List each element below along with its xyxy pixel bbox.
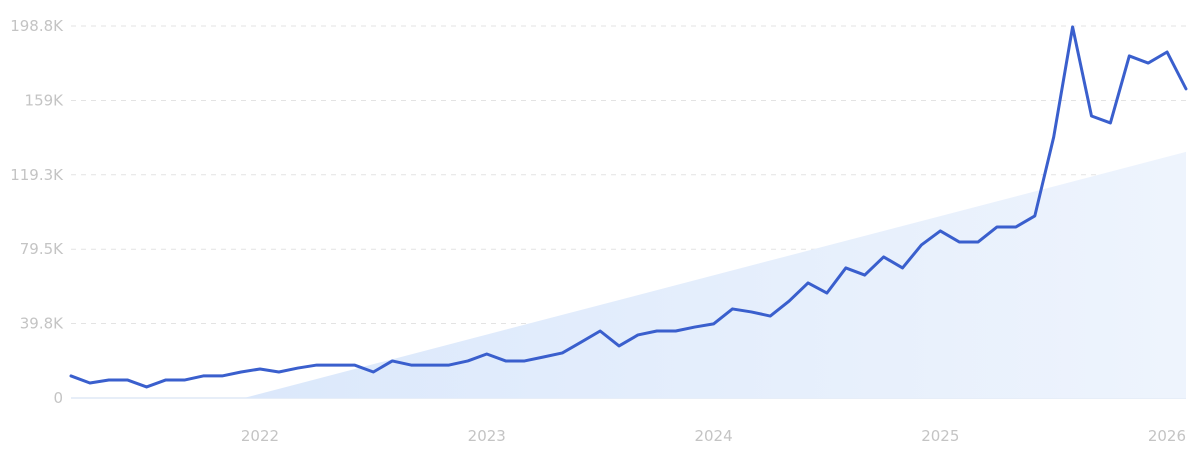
data-point xyxy=(523,359,526,362)
x-tick-label: 2026 xyxy=(1148,427,1186,445)
data-point xyxy=(1071,25,1074,28)
data-point xyxy=(977,240,980,243)
data-point xyxy=(126,379,129,382)
data-point xyxy=(618,344,621,347)
data-point xyxy=(372,370,375,373)
data-point xyxy=(391,359,394,362)
x-tick-label: 2025 xyxy=(921,427,959,445)
x-tick-label: 2023 xyxy=(468,427,506,445)
data-point xyxy=(1166,51,1169,54)
data-point xyxy=(750,310,753,313)
data-point xyxy=(863,274,866,277)
data-point xyxy=(240,370,243,373)
data-point xyxy=(504,359,507,362)
data-point xyxy=(410,364,413,367)
data-point xyxy=(674,330,677,333)
data-point xyxy=(996,225,999,228)
x-tick-label: 2022 xyxy=(241,427,279,445)
data-point xyxy=(901,266,904,269)
y-tick-label: 79.5K xyxy=(20,240,64,258)
data-point xyxy=(1185,87,1188,90)
data-point xyxy=(1128,54,1131,57)
x-tick-label: 2024 xyxy=(694,427,732,445)
data-point xyxy=(542,356,545,359)
y-tick-label: 0 xyxy=(53,389,63,407)
data-point xyxy=(145,385,148,388)
data-point xyxy=(1147,62,1150,65)
data-point xyxy=(561,351,564,354)
trend-area xyxy=(243,151,1186,398)
data-point xyxy=(296,367,299,370)
data-point xyxy=(807,281,810,284)
data-point xyxy=(599,330,602,333)
data-point xyxy=(712,322,715,325)
data-point xyxy=(825,292,828,295)
data-point xyxy=(920,243,923,246)
data-point xyxy=(353,364,356,367)
data-point xyxy=(655,330,658,333)
data-point xyxy=(334,364,337,367)
data-point xyxy=(1014,225,1017,228)
data-point xyxy=(939,229,942,232)
data-point xyxy=(693,326,696,329)
data-point xyxy=(882,255,885,258)
data-point xyxy=(429,364,432,367)
y-tick-label: 119.3K xyxy=(10,166,64,184)
data-point xyxy=(466,359,469,362)
series-line xyxy=(69,25,1188,389)
data-point xyxy=(769,315,772,318)
data-point xyxy=(221,374,224,377)
data-point xyxy=(1033,214,1036,217)
y-tick-label: 39.8K xyxy=(20,315,64,333)
data-point xyxy=(107,379,110,382)
data-point xyxy=(731,307,734,310)
data-point xyxy=(844,266,847,269)
data-point xyxy=(258,367,261,370)
data-point xyxy=(277,370,280,373)
data-point xyxy=(70,374,73,377)
data-point xyxy=(788,300,791,303)
data-point xyxy=(1090,115,1093,118)
data-point xyxy=(636,333,639,336)
data-point xyxy=(1109,121,1112,124)
data-point xyxy=(315,364,318,367)
data-point xyxy=(183,379,186,382)
data-point xyxy=(485,353,488,356)
data-point xyxy=(202,374,205,377)
y-tick-label: 198.8K xyxy=(10,17,64,35)
data-point xyxy=(164,379,167,382)
data-point xyxy=(447,364,450,367)
data-point xyxy=(88,382,91,385)
data-point xyxy=(1052,135,1055,138)
y-tick-label: 159K xyxy=(25,91,65,109)
data-point xyxy=(958,240,961,243)
data-point xyxy=(580,341,583,344)
